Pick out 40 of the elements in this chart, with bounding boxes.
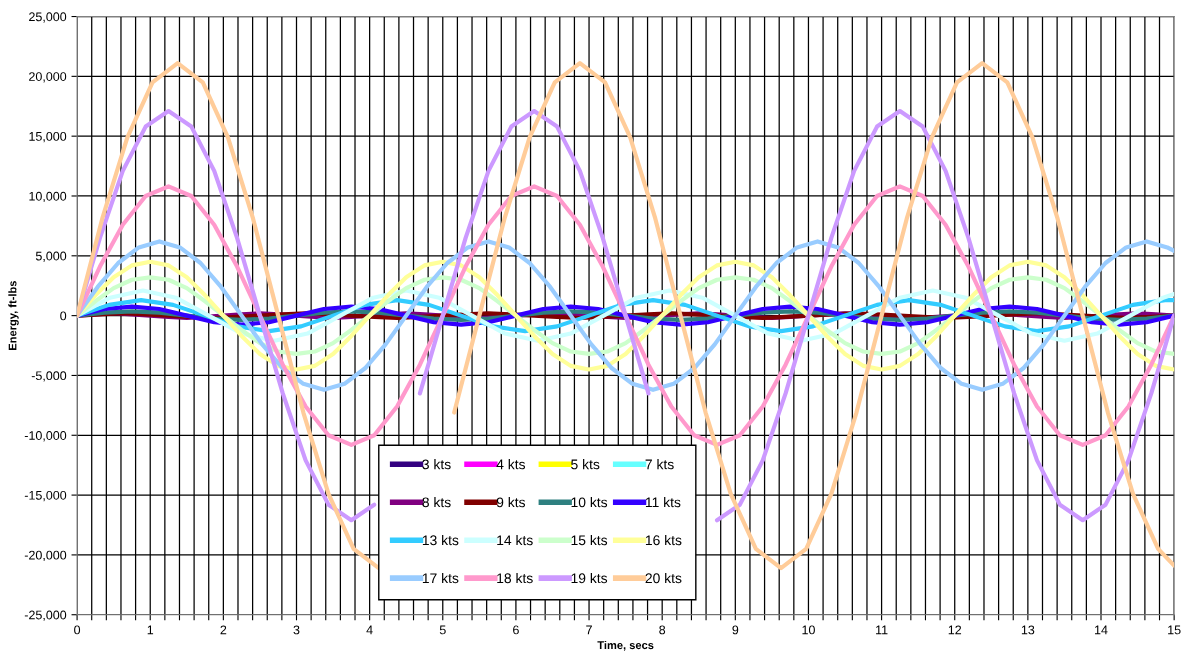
x-tick-label: 11 xyxy=(876,625,888,635)
legend-label: 13 kts xyxy=(422,534,459,546)
y-tick-label: 15,000 xyxy=(29,131,67,143)
x-tick-label: 2 xyxy=(220,625,227,635)
y-tick-label: 10,000 xyxy=(29,191,67,203)
legend-label: 17 kts xyxy=(422,572,459,584)
x-tick-label: 3 xyxy=(293,625,300,635)
legend-label: 18 kts xyxy=(497,572,533,584)
x-tick-label: 4 xyxy=(366,625,373,635)
y-tick-label: -20,000 xyxy=(24,550,67,562)
x-axis-title: Time, secs xyxy=(597,640,654,651)
legend-label: 20 kts xyxy=(645,572,682,584)
x-tick-label: 7 xyxy=(586,625,592,635)
x-tick-label: 13 xyxy=(1021,625,1035,635)
x-tick-label: 14 xyxy=(1095,625,1108,635)
y-tick-label: -15,000 xyxy=(24,490,67,502)
legend-label: 3 kts xyxy=(422,459,451,470)
y-tick-label: 25,000 xyxy=(29,12,67,23)
x-tick-label: 8 xyxy=(659,625,666,635)
y-axis-title: Energy, ft-lbs xyxy=(8,280,19,350)
y-tick-label: -25,000 xyxy=(24,610,67,621)
legend-label: 19 kts xyxy=(571,572,608,584)
legend-label: 5 kts xyxy=(571,459,600,470)
legend-label: 16 kts xyxy=(645,534,682,546)
x-tick-label: 15 xyxy=(1168,625,1181,635)
x-tick-label: 1 xyxy=(147,625,154,635)
x-tick-label: 6 xyxy=(513,625,519,635)
y-tick-label: -10,000 xyxy=(24,431,67,442)
x-tick-label: 10 xyxy=(802,625,815,635)
x-tick-label: 9 xyxy=(732,625,739,635)
legend-label: 11 kts xyxy=(645,497,681,508)
y-tick-label: -5,000 xyxy=(31,371,67,382)
legend-label: 15 kts xyxy=(571,534,608,546)
x-tick-label: 5 xyxy=(439,625,446,635)
y-tick-label: 0 xyxy=(60,311,67,321)
legend-label: 14 kts xyxy=(497,534,533,546)
y-tick-label: 5,000 xyxy=(35,251,67,262)
x-tick-label: 0 xyxy=(74,625,81,635)
y-tick-label: 20,000 xyxy=(29,72,67,83)
x-tick-label: 12 xyxy=(948,625,962,635)
